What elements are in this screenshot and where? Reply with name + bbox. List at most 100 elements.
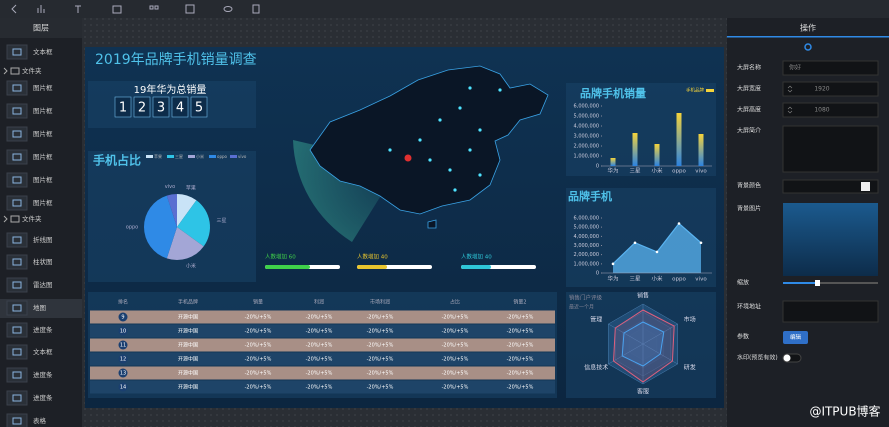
layer-item: 图片框 xyxy=(33,83,53,92)
table-cell: -20%/+5% xyxy=(245,329,272,335)
y-tick-label: 3,000,000 xyxy=(574,134,599,140)
table-cell: 开源中国 xyxy=(178,384,198,391)
layer-glyph xyxy=(12,199,22,207)
chart-title: 手机占比 xyxy=(93,153,141,168)
layer-icon[interactable] xyxy=(6,277,28,293)
radar-label: 信息技术 xyxy=(584,364,608,372)
x-tick-label: 三星 xyxy=(629,168,641,175)
legend-swatch xyxy=(146,155,153,158)
legend-label: oppo xyxy=(217,154,228,159)
gear-icon[interactable] xyxy=(804,43,812,51)
layer-icon[interactable] xyxy=(6,413,28,427)
folder-arrow xyxy=(3,215,8,223)
table-cell: -20%/+5% xyxy=(245,385,272,391)
settings-title: 操作 xyxy=(800,23,816,33)
radar-axis xyxy=(608,323,644,345)
image-preview[interactable] xyxy=(783,203,878,276)
color-swatch[interactable] xyxy=(861,182,870,191)
input-value: 1080 xyxy=(814,107,829,114)
layer-glyph xyxy=(12,326,22,334)
y-tick-label: 2,000,000 xyxy=(574,252,599,258)
map-dot xyxy=(468,86,472,90)
legend-label: 苹果 xyxy=(154,153,162,159)
button[interactable] xyxy=(783,331,808,344)
layer-glyph xyxy=(12,176,22,184)
spin-input[interactable] xyxy=(782,81,879,97)
map-highlight xyxy=(404,154,412,162)
layer-icon[interactable] xyxy=(6,126,28,142)
textarea[interactable] xyxy=(782,300,879,323)
rank-badge xyxy=(118,382,128,392)
layer-icon[interactable] xyxy=(6,44,28,60)
layer-icon[interactable] xyxy=(6,232,28,248)
radar-series xyxy=(621,321,665,367)
spin-input[interactable] xyxy=(782,102,879,118)
table-cell: -20%/+5% xyxy=(306,329,333,335)
layer-icon[interactable] xyxy=(6,344,28,360)
radar-label: 销售 xyxy=(637,292,649,300)
layer-item: 图片框 xyxy=(33,106,53,115)
layer-icon[interactable] xyxy=(6,172,28,188)
map-dot xyxy=(468,148,472,152)
layer-icon[interactable] xyxy=(6,103,28,119)
textarea[interactable] xyxy=(782,125,879,173)
rank-badge xyxy=(118,368,128,378)
folder-arrow xyxy=(3,67,8,75)
layer-item: 文本框 xyxy=(33,47,53,56)
table-cell: 10 xyxy=(120,329,126,335)
y-tick-label: 1,000,000 xyxy=(574,261,599,267)
point xyxy=(611,262,615,266)
radar-label: 管理 xyxy=(590,316,602,324)
layer-icon[interactable] xyxy=(6,367,28,383)
table-cell: 14 xyxy=(120,385,126,391)
map-dot xyxy=(478,173,482,177)
layer-item: 图片框 xyxy=(33,152,53,161)
layer-icon[interactable] xyxy=(6,195,28,211)
legend-swatch xyxy=(167,155,174,158)
table-cell: -20%/+5% xyxy=(245,371,272,377)
table-header: 手机品牌 xyxy=(178,299,198,306)
table-header: 利润 xyxy=(314,299,324,306)
y-tick-label: 5,000,000 xyxy=(574,114,599,120)
layer-icon[interactable] xyxy=(6,80,28,96)
y-tick-label: 5,000,000 xyxy=(574,225,599,231)
layer-item: 文件夹 xyxy=(22,66,42,75)
layer-glyph xyxy=(12,417,22,425)
toolbar-icons[interactable] xyxy=(11,4,260,14)
digit-box xyxy=(190,96,208,118)
layer-icon[interactable] xyxy=(6,390,28,406)
layer-item: 雷达图 xyxy=(33,280,53,289)
progress-fill xyxy=(461,265,491,269)
x-tick-label: vivo xyxy=(695,169,707,175)
progress-label: 人数增加 60 xyxy=(265,253,296,261)
layer-glyph xyxy=(12,153,22,161)
table-cell: -20%/+5% xyxy=(367,357,394,363)
table-header: 排名 xyxy=(118,299,128,306)
input[interactable] xyxy=(782,60,879,76)
area xyxy=(613,223,701,273)
table-row xyxy=(90,352,555,366)
table-row xyxy=(90,324,555,338)
layer-icon[interactable] xyxy=(6,254,28,270)
table-cell: -20%/+5% xyxy=(507,371,534,377)
table-cell: -20%/+5% xyxy=(245,357,272,363)
radar-axis xyxy=(642,323,678,345)
map-dot xyxy=(448,168,452,172)
legend-label: 三星 xyxy=(175,153,183,159)
map-dot xyxy=(498,88,502,92)
table-cell: -20%/+5% xyxy=(442,357,469,363)
layer-item: 图片框 xyxy=(33,198,53,207)
color-input[interactable] xyxy=(782,179,879,194)
map xyxy=(309,65,549,229)
slider-thumb[interactable] xyxy=(815,280,820,286)
layer-icon[interactable] xyxy=(6,322,28,338)
layer-icon[interactable] xyxy=(6,149,28,165)
setting-label: 背景图片 xyxy=(737,205,761,213)
setting-label: 大屏名称 xyxy=(737,64,761,72)
digit-box xyxy=(133,96,151,118)
digit: 2 xyxy=(138,101,146,116)
y-tick-label: 4,000,000 xyxy=(574,234,599,240)
layer-icon[interactable] xyxy=(6,300,28,316)
rank-badge xyxy=(118,340,128,350)
